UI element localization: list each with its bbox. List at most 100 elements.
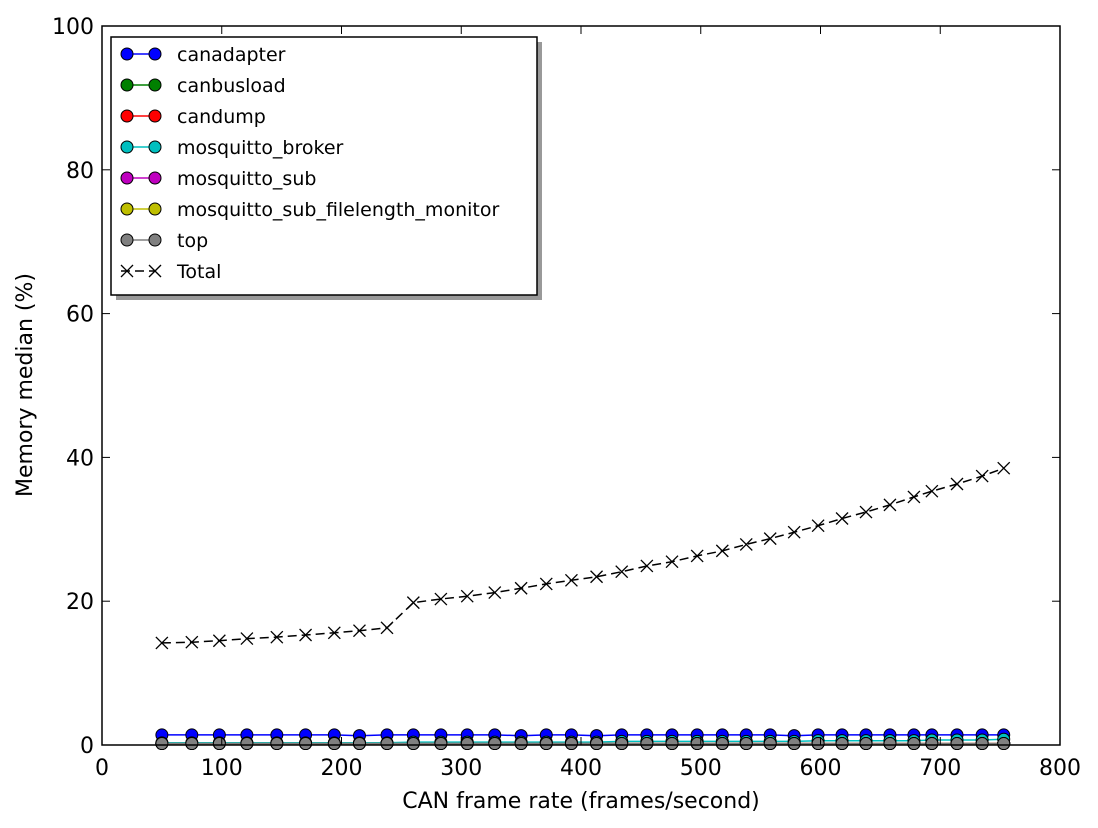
data-point [615, 737, 629, 751]
y-tick-label: 80 [66, 159, 94, 184]
y-tick-label: 20 [66, 590, 94, 615]
data-point [155, 737, 169, 751]
legend-marker [120, 171, 134, 185]
data-point [690, 549, 704, 563]
data-point [975, 737, 989, 751]
legend-label: mosquitto_sub [177, 168, 316, 190]
legend-label: top [177, 230, 208, 252]
legend-item: canadapter [120, 44, 286, 66]
data-point [434, 737, 448, 751]
data-point [787, 525, 801, 539]
data-point [665, 737, 679, 751]
x-tick-label: 800 [1039, 756, 1081, 781]
legend-marker [148, 233, 162, 247]
data-point [488, 737, 502, 751]
data-point [907, 490, 921, 504]
ticks-layer: 0 100 200 300 400 500 600 700 800 0 20 40 60 80 100 [52, 15, 1081, 781]
data-point [434, 592, 448, 606]
legend-label: mosquitto_sub_filelength_monitor [177, 199, 499, 221]
legend-marker [148, 47, 162, 61]
series-top [155, 737, 1011, 751]
legend-item: canbusload [120, 75, 286, 97]
legend-marker [120, 233, 134, 247]
legend-item: mosquitto_sub_filelength_monitor [120, 199, 499, 221]
x-tick-label: 500 [680, 756, 722, 781]
x-tick-label: 0 [95, 756, 109, 781]
data-point [835, 737, 849, 751]
legend-label: canbusload [177, 75, 286, 97]
data-point [665, 555, 679, 569]
data-point [907, 737, 921, 751]
data-point [715, 544, 729, 558]
legend-marker [120, 78, 134, 92]
data-point [352, 737, 366, 751]
legend-item: mosquitto_sub [120, 168, 316, 190]
data-point [715, 737, 729, 751]
data-point [488, 586, 502, 600]
data-point [564, 573, 578, 587]
y-tick-label: 60 [66, 303, 94, 328]
data-point [299, 628, 313, 642]
data-point [590, 570, 604, 584]
data-point [859, 737, 873, 751]
legend-label: Total [176, 261, 221, 283]
data-point [185, 737, 199, 751]
data-point [883, 498, 897, 512]
data-point [975, 469, 989, 483]
x-tick-label: 200 [321, 756, 363, 781]
data-point [327, 626, 341, 640]
data-point [739, 537, 753, 551]
legend-item: candump [120, 106, 266, 128]
data-point [460, 737, 474, 751]
series-line-mosquitto-broker [161, 738, 1004, 744]
data-point [240, 632, 254, 646]
x-tick-label: 400 [560, 756, 602, 781]
data-point [925, 737, 939, 751]
legend-marker [120, 202, 134, 216]
legend-marker [120, 264, 134, 278]
data-point [763, 737, 777, 751]
data-point [925, 484, 939, 498]
data-point [212, 634, 226, 648]
data-point [883, 737, 897, 751]
legend: canadapter canbusload candump mosquitto_bro… [110, 36, 542, 300]
data-point [270, 737, 284, 751]
legend-label: candump [177, 106, 266, 128]
data-point [539, 737, 553, 751]
legend-marker [148, 109, 162, 123]
data-point [353, 624, 366, 638]
x-tick-label: 700 [919, 756, 961, 781]
legend-marker [148, 202, 162, 216]
legend-marker [120, 109, 134, 123]
data-point [763, 532, 777, 546]
legend-marker [148, 171, 162, 185]
legend-item: Total [120, 261, 221, 283]
data-point [997, 737, 1011, 751]
data-point [380, 737, 394, 751]
data-point [640, 559, 654, 573]
series-line-canadapter [161, 734, 1004, 737]
legend-box [110, 36, 538, 296]
data-point [327, 737, 341, 751]
legend-label: mosquitto_broker [177, 137, 344, 159]
data-point [460, 589, 474, 603]
data-point [406, 596, 420, 610]
data-point [212, 737, 226, 751]
series-line-total [161, 467, 1004, 644]
data-point [950, 737, 964, 751]
series-layer [155, 461, 1011, 751]
data-point [739, 737, 753, 751]
legend-item: top [120, 230, 208, 252]
data-point [997, 461, 1011, 475]
x-tick-label: 100 [201, 756, 243, 781]
legend-marker [120, 47, 134, 61]
data-point [240, 737, 254, 751]
data-point [640, 737, 654, 751]
data-point [406, 737, 420, 751]
data-point [564, 737, 578, 751]
data-point [950, 477, 964, 491]
data-point [811, 519, 825, 533]
data-point [690, 737, 704, 751]
data-point [539, 577, 553, 591]
